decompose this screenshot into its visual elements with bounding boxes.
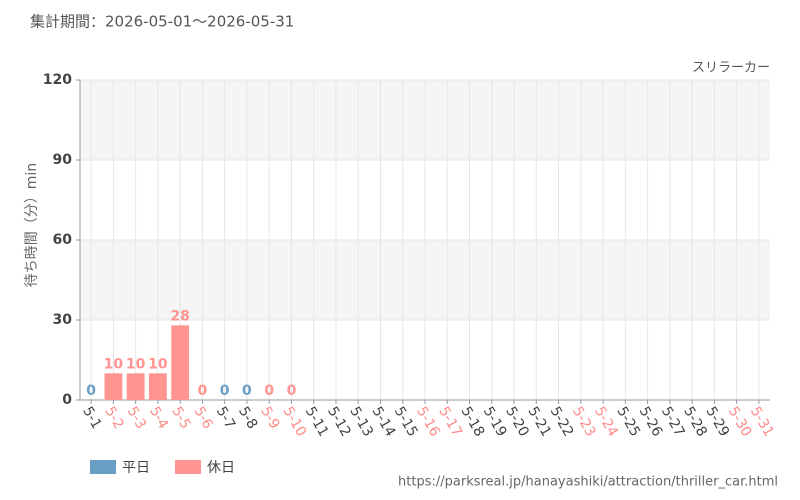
legend-label: 平日 <box>122 460 150 476</box>
x-tick-label: 5-9 <box>257 404 282 432</box>
value-label: 0 <box>287 383 297 399</box>
bar <box>126 373 145 400</box>
bar <box>104 373 123 400</box>
value-label: 0 <box>220 383 230 399</box>
value-label: 0 <box>242 383 252 399</box>
x-tick-label: 5-4 <box>146 404 171 432</box>
y-tick-label: 60 <box>53 232 73 248</box>
y-tick-label: 90 <box>53 152 73 168</box>
y-tick-label: 30 <box>53 312 73 328</box>
y-axis-label: 待ち時間（分）min <box>24 163 40 287</box>
value-label: 10 <box>148 356 168 372</box>
value-label: 0 <box>264 383 274 399</box>
annotation: スリラーカー <box>692 61 770 76</box>
x-tick-label: 5-3 <box>124 404 149 432</box>
bar <box>171 325 190 400</box>
legend-swatch <box>175 460 201 474</box>
y-tick-label: 120 <box>43 72 72 88</box>
x-tick-label: 5-6 <box>190 404 215 432</box>
x-tick-label: 5-8 <box>235 404 260 432</box>
legend-label: 休日 <box>207 460 235 476</box>
y-tick-label: 0 <box>62 392 72 408</box>
bar <box>149 373 167 400</box>
x-tick-label: 5-7 <box>213 404 238 432</box>
value-label: 10 <box>126 356 146 372</box>
value-label: 0 <box>86 383 96 399</box>
value-label: 0 <box>198 383 208 399</box>
chart-title: 集計期間：2026-05-01～2026-05-31 <box>30 13 294 31</box>
source-url: https://parksreal.jp/hanayashiki/attract… <box>398 475 778 490</box>
legend-swatch <box>90 460 116 474</box>
value-label: 28 <box>170 308 189 324</box>
value-label: 10 <box>104 356 124 372</box>
x-tick-label: 5-1 <box>79 404 104 432</box>
x-tick-label: 5-2 <box>101 404 126 432</box>
x-tick-label: 5-5 <box>168 404 193 432</box>
x-tick-label: 5-31 <box>747 404 777 440</box>
